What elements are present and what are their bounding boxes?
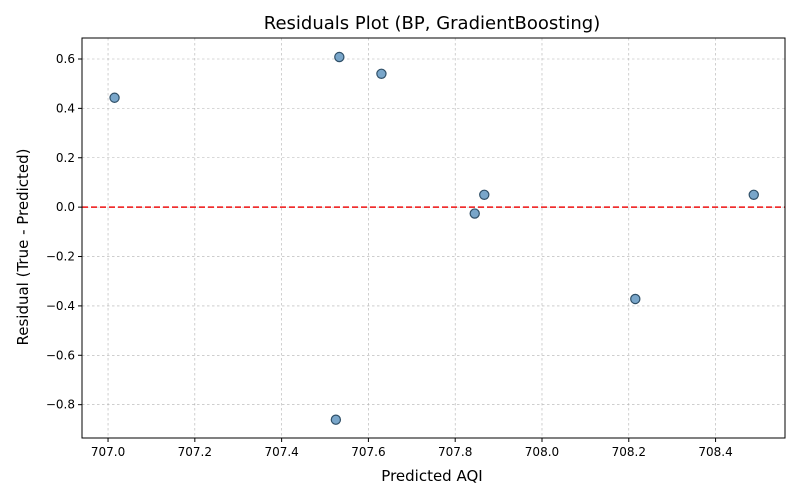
scatter-point [748,189,759,200]
y-tick-label: −0.4 [46,299,75,313]
scatter-point [330,414,342,425]
scatter-point [479,189,490,200]
scatter-point [376,68,387,80]
x-tick-label: 708.2 [612,445,646,459]
x-tick-label: 707.8 [438,445,472,459]
x-tick-label: 707.4 [264,445,298,459]
points-layer [109,51,759,425]
y-axis-label: Residual (True - Predicted) [14,148,32,345]
grid [82,38,785,438]
scatter-point [630,293,641,305]
x-axis-label: Predicted AQI [381,467,482,485]
y-tick-label: 0.0 [56,200,75,214]
y-tick-label: −0.6 [46,348,75,362]
plot-frame [81,37,786,439]
y-axis-ticks: −0.8 −0.6 −0.4 −0.2 0.0 0.2 0.4 0.6 [46,52,82,412]
y-tick-label: 0.4 [56,101,75,115]
x-axis-ticks: 707.0 707.2 707.4 707.6 707.8 708.0 708.2 708.4 [91,438,733,459]
y-tick-label: 0.6 [56,52,75,66]
scatter-point [469,208,480,219]
chart-title: Residuals Plot (BP, GradientBoosting) [264,13,600,34]
x-tick-label: 708.0 [525,445,559,459]
y-tick-label: −0.2 [46,250,75,264]
x-tick-label: 707.2 [178,445,212,459]
scatter-point [109,92,120,103]
x-tick-label: 707.0 [91,445,125,459]
scatter-point [334,51,345,63]
x-tick-label: 707.6 [351,445,385,459]
y-tick-label: 0.2 [56,151,75,165]
x-tick-label: 708.4 [698,445,732,459]
y-tick-label: −0.8 [46,398,75,412]
